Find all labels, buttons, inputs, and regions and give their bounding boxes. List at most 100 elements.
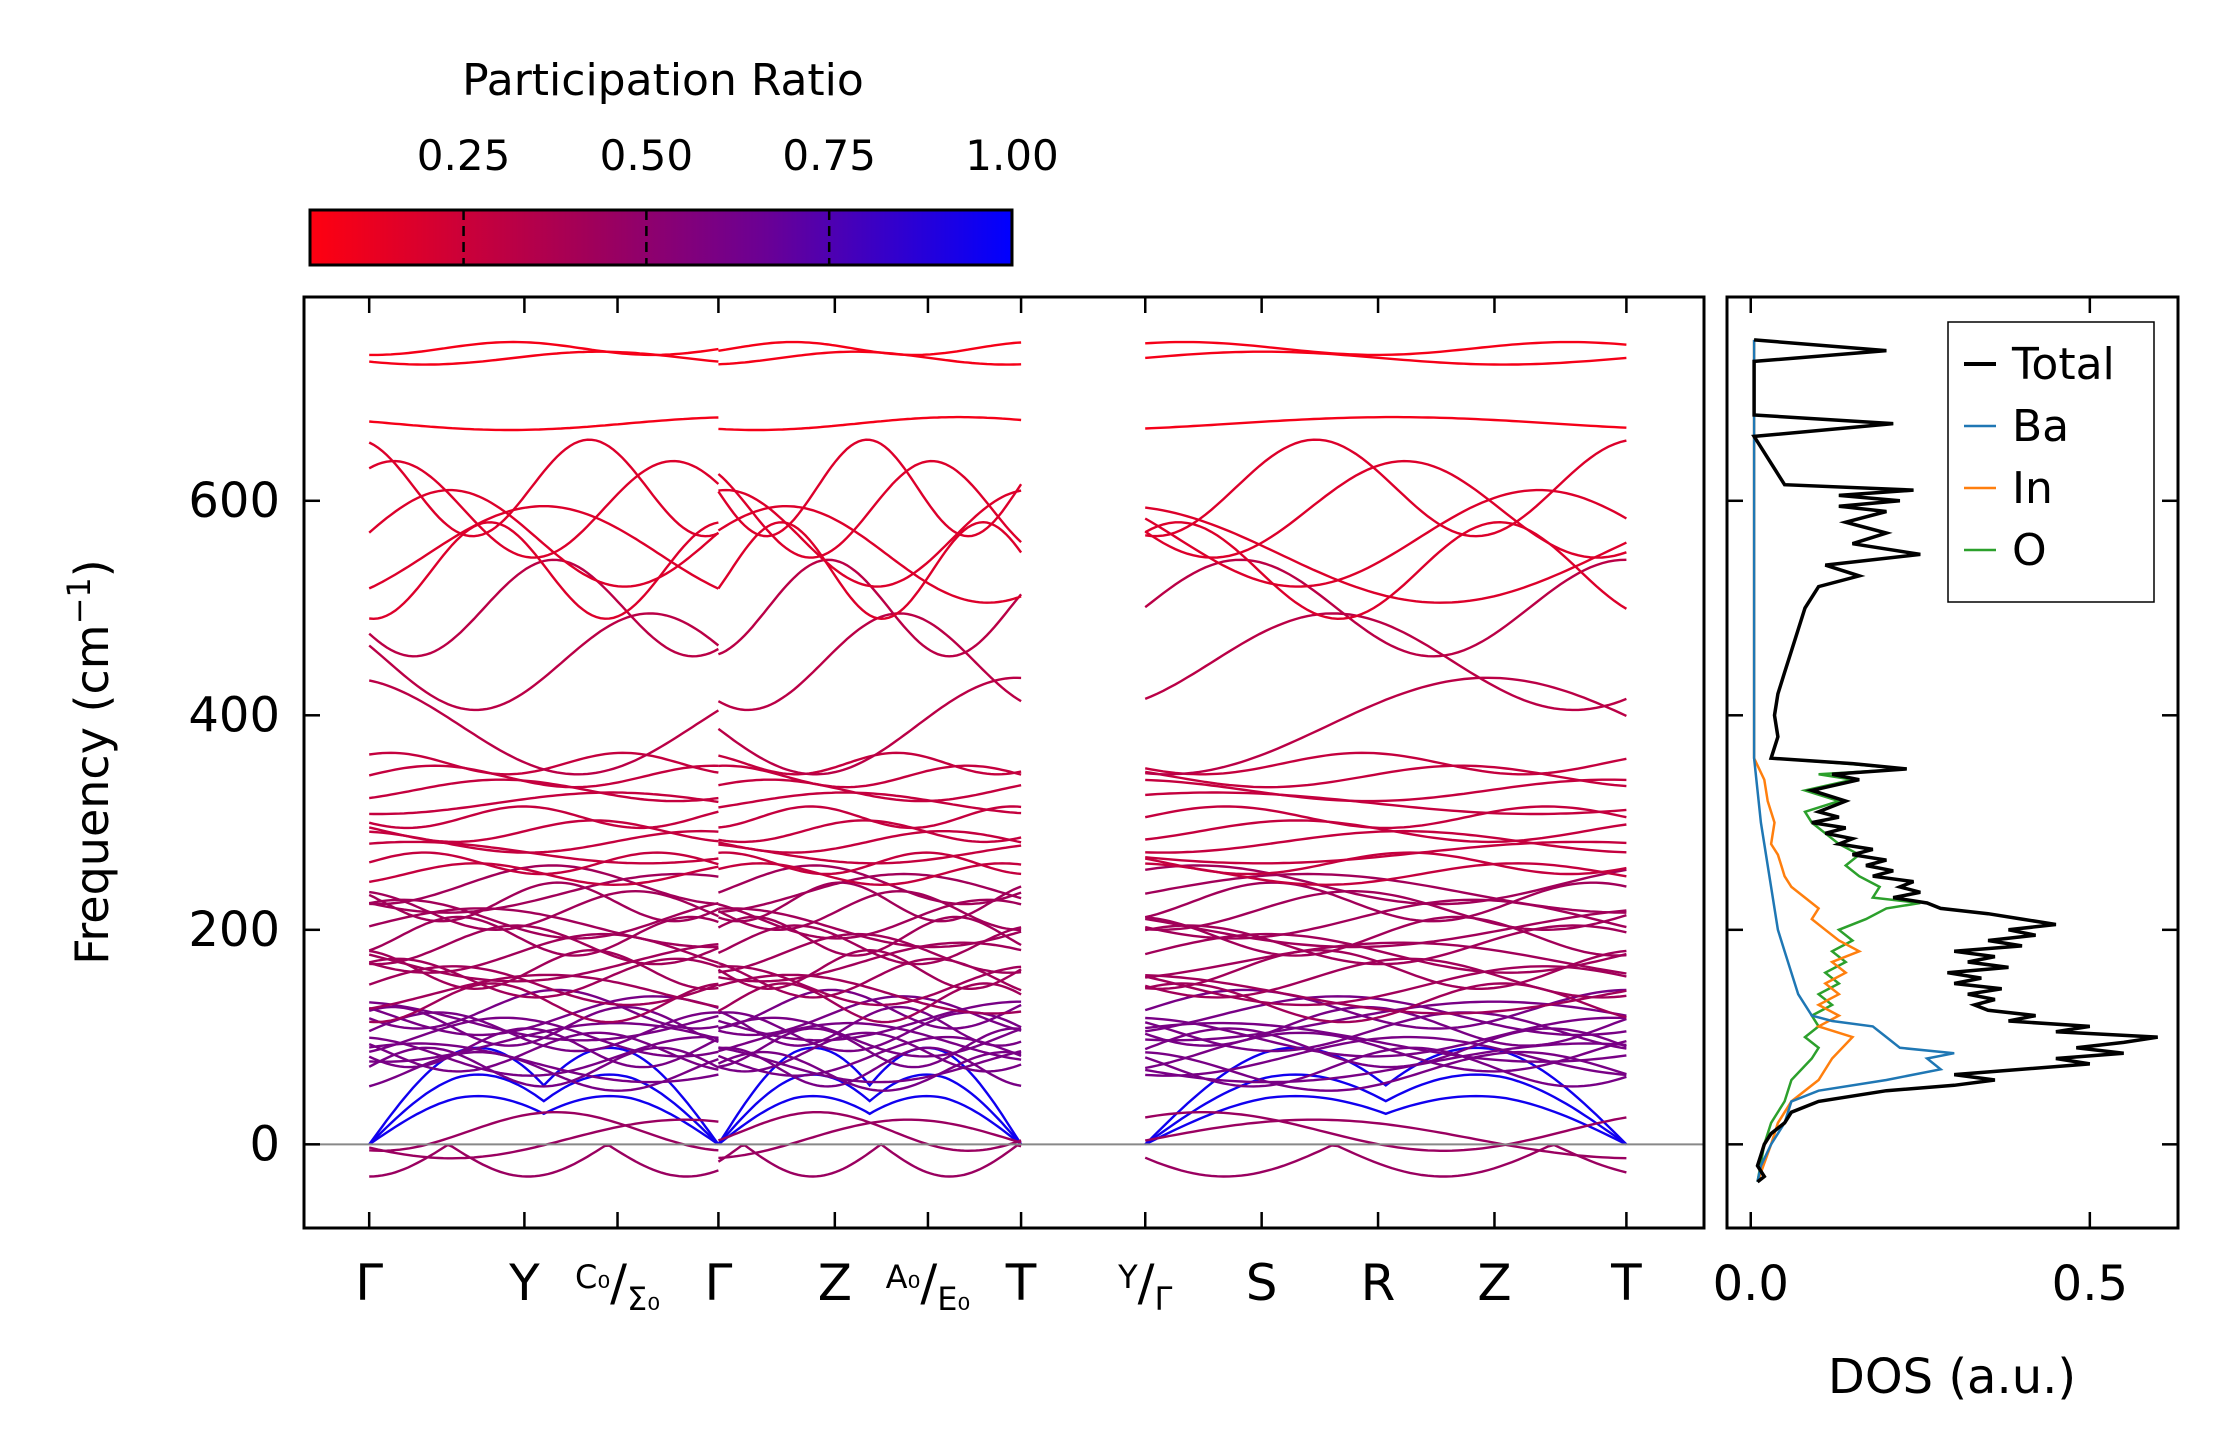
phonon-band [1144,1005,1627,1047]
phonon-band [718,819,1022,844]
phonon-band [1145,995,1627,1037]
x-tick-label: R [1361,1254,1396,1312]
colorbar-tick-label: 0.75 [782,131,876,180]
band-y-axis: 0 200 400 600 [188,473,320,1172]
dos-x-tick-label: 0.0 [1713,1256,1789,1312]
phonon-band [718,881,1022,923]
phonon-band [717,864,1022,906]
x-tick-label: C₀/Σ₀ [575,1254,660,1318]
phonon-band [1145,915,1627,957]
phonon-band [369,924,719,966]
x-tick-label: S [1246,1254,1278,1312]
phonon-band [1145,840,1627,865]
phonon-band [368,679,720,776]
phonon-band [368,943,719,983]
phonon-band [369,778,719,803]
phonon-band [718,965,1022,1007]
colorbar-tick-label: 0.25 [417,131,511,180]
phonon-band [1145,676,1627,776]
phonon-band [718,1111,1022,1153]
band-structure-panel: 0 200 400 600 Γ Y C₀/Σ₀ Γ Z A₀/E₀ T Y/Γ S R Z T Freque… [60,295,1706,1318]
phonon-band [718,488,1022,588]
phonon-band [1144,751,1627,776]
x-tick-label: Y/Γ [1117,1254,1172,1318]
phonon-band [1145,909,1627,949]
phonon-band [1144,805,1627,830]
x-tick-label: A₀/E₀ [886,1254,971,1318]
legend-frame [1947,321,2155,603]
phonon-band [717,1016,1022,1058]
dos-line-total [1751,338,2158,1184]
phonon-band [718,851,1022,876]
phonon-band [717,438,1023,538]
dos-panel: 0.0 0.5 DOS (a.u.) Total Ba In O [1713,295,2180,1405]
phonon-band [1145,819,1627,844]
phonon-band [717,1050,1022,1092]
phonon-band [718,988,1022,1030]
dos-line-in [1752,339,1863,1183]
phonon-band [718,973,1022,1015]
band-axes-frame [302,295,1706,1230]
colorbar-gradient [308,208,1014,267]
phonon-band [369,521,719,621]
phonon-band [1145,506,1627,604]
phonon-band [1144,881,1627,923]
phonon-band [369,1042,719,1084]
phonon-band [1144,558,1627,658]
dos-series [1751,338,2158,1184]
phonon-band [718,1046,1022,1084]
phonon-band [718,1031,1022,1073]
phonon-band [717,520,1023,621]
colorbar-ticks: 0.25 0.50 0.75 1.00 [417,131,1059,265]
phonon-band [1145,415,1627,430]
phonon-band [1145,1016,1627,1058]
x-tick-label: T [1610,1254,1642,1312]
phonon-band [718,350,1022,366]
phonon-band [1145,1021,1627,1063]
phonon-band [368,488,720,588]
phonon-band [368,438,719,538]
phonon-band [717,676,1022,776]
x-tick-label: Γ [355,1254,383,1312]
phonon-band [369,1035,719,1077]
phonon-band [1144,957,1627,999]
colorbar-title: Participation Ratio [462,55,864,106]
legend-label: O [2012,525,2047,576]
phonon-band [1145,1111,1627,1152]
phonon-band [368,558,719,658]
phonon-band [1144,612,1627,712]
phonon-band [368,988,719,1030]
phonon-band [368,881,719,923]
phonon-band [1145,1050,1627,1092]
phonon-band [368,764,719,789]
phonon-band [718,805,1022,830]
phonon-band [368,805,719,830]
colorbar-tick-label: 0.50 [600,131,694,180]
phonon-band [718,872,1022,914]
phonon-band [718,778,1022,803]
phonon-band [1144,932,1627,974]
phonon-band [368,957,719,999]
phonon-band [368,612,720,712]
dos-legend: Total Ba In O [1947,321,2155,603]
phonon-band [1144,520,1628,621]
band-x-axis: Γ Y C₀/Σ₀ Γ Z A₀/E₀ T Y/Γ S R Z T [355,297,1642,1318]
phonon-band [1145,340,1627,357]
phonon-band [1145,941,1627,979]
phonon-band [368,1073,720,1146]
phonon-band [717,612,1022,712]
phonon-band [1145,791,1627,816]
phonon-bands [368,340,1628,1178]
phonon-band [369,982,719,1024]
phonon-band [717,505,1022,604]
phonon-band [1144,1143,1627,1178]
phonon-band [718,764,1022,789]
dos-x-tick-label: 0.5 [2052,1256,2128,1312]
x-tick-label: Y [508,1254,540,1312]
y-tick-label: 400 [188,687,280,743]
phonon-band [717,1005,1022,1047]
phonon-band [1144,459,1627,559]
phonon-band [1144,965,1627,1007]
phonon-band [717,924,1022,966]
